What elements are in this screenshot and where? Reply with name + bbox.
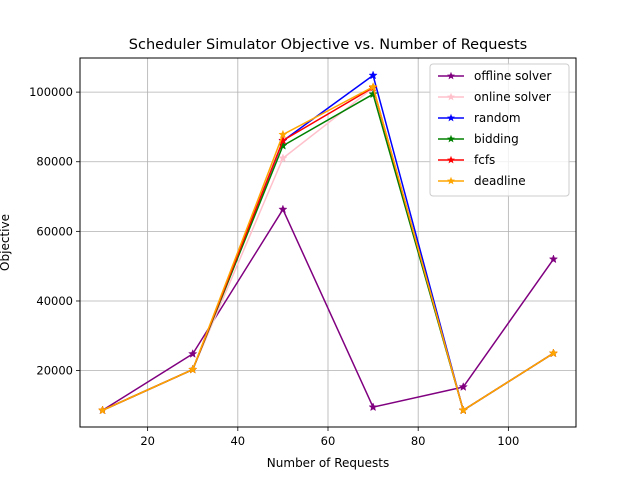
data-point bbox=[278, 153, 288, 163]
legend-marker bbox=[447, 92, 455, 101]
legend-item: bidding bbox=[438, 132, 519, 146]
x-axis-ticks: 20 40 60 80 100 bbox=[140, 427, 519, 448]
legend: offline solver online solver random bidding… bbox=[429, 63, 570, 197]
legend-label: random bbox=[474, 111, 521, 125]
y-tick-label: 40000 bbox=[36, 294, 73, 308]
data-point bbox=[548, 348, 559, 358]
data-point bbox=[188, 349, 198, 358]
chart-title: Scheduler Simulator Objective vs. Number… bbox=[129, 37, 527, 53]
data-point bbox=[458, 382, 468, 391]
data-point bbox=[278, 135, 288, 145]
legend-marker bbox=[447, 71, 455, 80]
legend-marker bbox=[447, 113, 455, 122]
series-line bbox=[102, 208, 555, 411]
data-point bbox=[458, 405, 468, 415]
data-point bbox=[97, 405, 108, 415]
legend-item: deadline bbox=[438, 174, 526, 188]
x-tick-label: 20 bbox=[140, 434, 155, 448]
data-point bbox=[278, 204, 288, 214]
legend-marker bbox=[447, 155, 455, 164]
legend-item: online solver bbox=[438, 90, 551, 104]
legend-label: deadline bbox=[474, 174, 526, 188]
y-tick-label: 20000 bbox=[36, 364, 73, 378]
legend-label: offline solver bbox=[474, 69, 551, 83]
x-axis-label: Number of Requests bbox=[267, 456, 389, 470]
series-line bbox=[102, 86, 554, 412]
legend-label: fcfs bbox=[474, 153, 495, 167]
x-tick-label: 40 bbox=[230, 434, 245, 448]
y-tick-label: 80000 bbox=[36, 155, 73, 169]
data-point bbox=[188, 364, 198, 374]
data-point bbox=[368, 70, 378, 80]
legend-label: online solver bbox=[474, 90, 551, 104]
data-point bbox=[548, 254, 559, 264]
data-point bbox=[368, 402, 378, 412]
legend-item: fcfs bbox=[438, 153, 495, 167]
legend-label: bidding bbox=[474, 132, 519, 146]
y-axis-ticks: 20000 40000 60000 80000 100000 bbox=[29, 85, 80, 378]
data-point bbox=[278, 129, 288, 139]
x-tick-label: 100 bbox=[497, 434, 519, 448]
legend-item: random bbox=[438, 111, 521, 125]
legend-marker bbox=[447, 176, 455, 185]
series-deadline bbox=[97, 81, 559, 415]
x-tick-label: 60 bbox=[321, 434, 336, 448]
data-point bbox=[368, 81, 378, 91]
y-tick-label: 100000 bbox=[29, 85, 73, 99]
y-axis-label: Objective bbox=[0, 214, 12, 271]
x-tick-label: 80 bbox=[411, 434, 426, 448]
y-tick-label: 60000 bbox=[36, 224, 73, 238]
legend-marker bbox=[447, 134, 455, 143]
legend-box bbox=[429, 63, 570, 197]
legend-item: offline solver bbox=[438, 69, 551, 83]
data-point bbox=[368, 89, 378, 99]
series-layer bbox=[97, 70, 559, 415]
